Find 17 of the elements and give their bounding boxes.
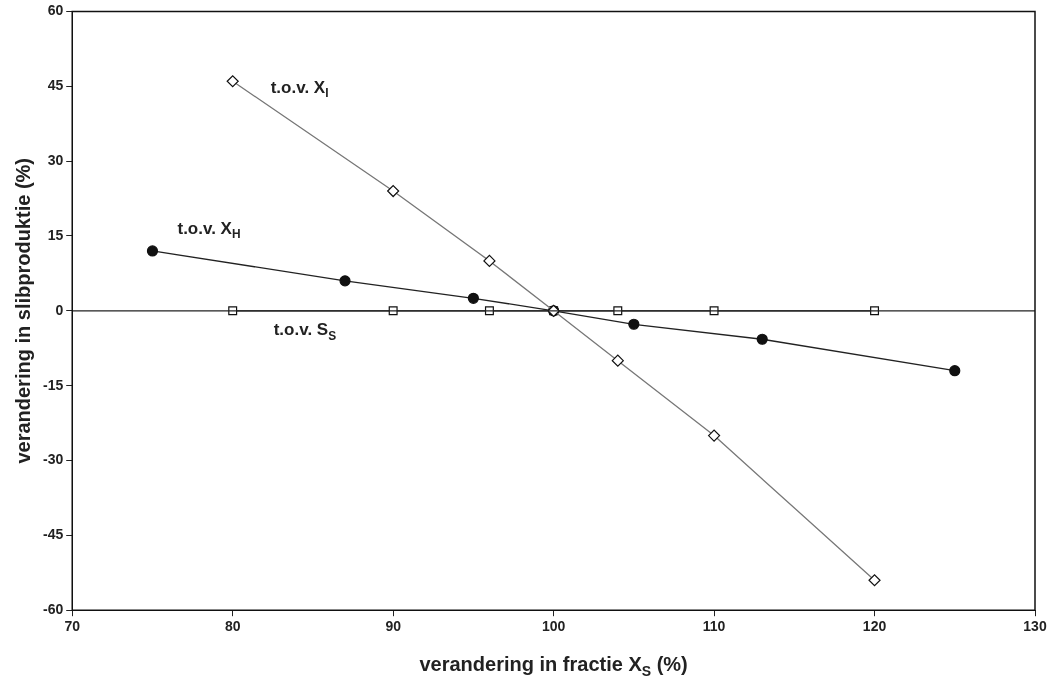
x-tick-label: 80 (224, 618, 241, 635)
y-tick-label: -60 (43, 601, 64, 618)
y-tick-label: 45 (47, 77, 64, 94)
y-tick-label: 30 (47, 151, 64, 168)
y-tick-label: 15 (47, 226, 64, 243)
y-tick-label: -45 (43, 526, 64, 543)
x-tick-label: 70 (64, 618, 81, 635)
x-tick-label: 90 (385, 618, 402, 635)
y-tick-label: 60 (47, 2, 64, 19)
x-tick-label: 110 (702, 618, 726, 635)
x-tick-label: 100 (541, 618, 566, 635)
x-tick-label: 130 (1023, 618, 1047, 635)
y-axis-title: verandering in slibproduktie (%) (11, 157, 34, 464)
x-tick-label: 120 (862, 618, 887, 635)
y-tick-label: -30 (43, 451, 64, 468)
y-tick-label: 0 (55, 301, 64, 318)
y-tick-label: -15 (43, 376, 64, 393)
